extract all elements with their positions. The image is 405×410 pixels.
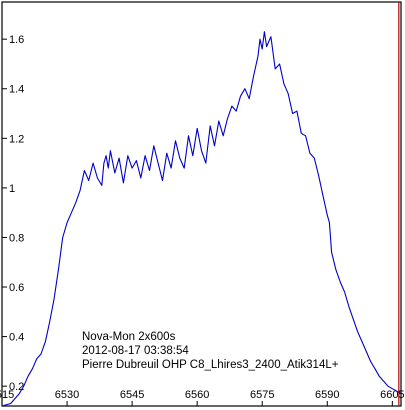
y-tick-label: 0.6: [9, 282, 24, 294]
annotation-object: Nova-Mon 2x600s: [82, 331, 176, 343]
y-tick-label: 0.8: [9, 232, 24, 244]
y-axis: 0.2 0.4 0.6 0.8 1 1.2 1.4 1.6: [2, 34, 24, 393]
annotation-timestamp: 2012-08-17 03:38:54: [82, 345, 189, 357]
y-tick-label: 1.6: [9, 34, 24, 46]
x-tick-label: 6515: [0, 389, 14, 401]
y-tick-label: 1.2: [9, 133, 24, 145]
x-tick-label: 6560: [185, 389, 209, 401]
y-tick-label: 0.2: [9, 381, 24, 393]
annotation-observer: Pierre Dubreuil OHP C8_Lhires3_2400_Atik…: [82, 359, 339, 371]
y-tick-label: 1: [9, 183, 15, 195]
x-tick-label: 6605: [380, 389, 404, 401]
y-tick-label: 1.4: [9, 84, 24, 96]
x-tick-label: 6530: [55, 389, 79, 401]
x-tick-label: 6545: [120, 389, 144, 401]
annotation-block: Nova-Mon 2x600s 2012-08-17 03:38:54 Pier…: [82, 331, 339, 371]
x-tick-label: 6575: [250, 389, 274, 401]
x-tick-label: 6590: [315, 389, 339, 401]
y-tick-label: 0.4: [9, 332, 24, 344]
spectrum-series: [1, 31, 402, 407]
spectrum-line: [1, 31, 402, 407]
